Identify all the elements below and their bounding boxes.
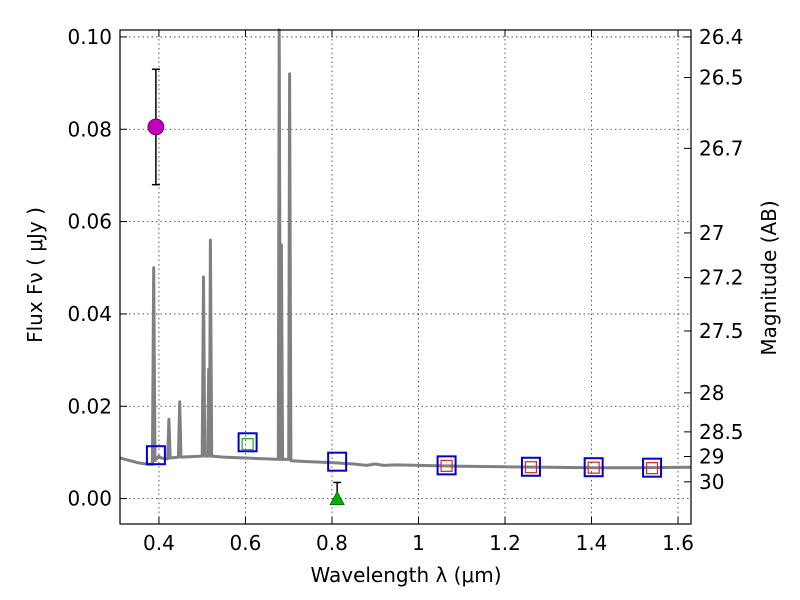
upper-limit-point xyxy=(329,490,345,506)
model-photometry-square xyxy=(145,445,166,466)
x-tick-label: 1.4 xyxy=(576,531,608,555)
model-photometry-square xyxy=(327,451,348,472)
mag-tick-label: 28 xyxy=(699,381,724,405)
y-tick-label: 0.04 xyxy=(67,302,112,326)
sed-model-line xyxy=(119,28,692,470)
y-tick-label: 0.02 xyxy=(67,394,112,418)
model-photometry-square xyxy=(237,432,258,453)
y-tick-label: 0.08 xyxy=(67,117,112,141)
series-layer xyxy=(119,28,692,506)
mag-tick-label: 26.4 xyxy=(699,25,744,49)
mag-tick-label: 26.5 xyxy=(699,66,744,90)
x-tick-label: 1 xyxy=(412,531,425,555)
x-tick-label: 0.8 xyxy=(316,531,348,555)
mag-tick-label: 28.5 xyxy=(699,420,744,444)
observed-photometry-square xyxy=(645,462,659,475)
x-tick-label: 0.6 xyxy=(230,531,262,555)
x-tick-label: 1.6 xyxy=(662,531,694,555)
model-photometry-square xyxy=(520,456,541,477)
model-photometry-square xyxy=(436,455,457,476)
y-axis-right-label: Magnitude (AB) xyxy=(757,200,781,355)
observed-photometry-square xyxy=(524,461,538,474)
y-tick-label: 0.06 xyxy=(67,210,112,234)
x-tick-label: 0.4 xyxy=(143,531,175,555)
model-photometry-square xyxy=(642,457,663,478)
ticks: 0.4 0.6 0.8 1 1.2 1.4 1.6 0.00 0.02 0.04 0.06 0.08 0… xyxy=(67,25,743,555)
grid xyxy=(120,30,691,524)
y-tick-label: 0.10 xyxy=(67,25,112,49)
mag-tick-label: 27.5 xyxy=(699,319,744,343)
mag-tick-label: 27.2 xyxy=(699,266,744,290)
observed-photometry-square xyxy=(241,438,254,451)
plot-frame xyxy=(119,29,692,525)
observed-photometry-square xyxy=(440,459,453,472)
mag-tick-label: 26.7 xyxy=(699,136,744,160)
mag-tick-label: 30 xyxy=(699,470,724,494)
model-photometry-square xyxy=(583,457,604,478)
mag-tick-label: 27 xyxy=(699,221,724,245)
detection-point xyxy=(147,118,165,136)
observed-photometry-square xyxy=(587,461,600,474)
x-axis-label: Wavelength λ (μm) xyxy=(310,563,501,587)
mag-tick-label: 29 xyxy=(699,445,724,469)
y-axis-label: Flux Fν ( μJy ) xyxy=(23,207,47,343)
x-tick-label: 1.2 xyxy=(489,531,521,555)
y-tick-label: 0.00 xyxy=(67,487,112,511)
